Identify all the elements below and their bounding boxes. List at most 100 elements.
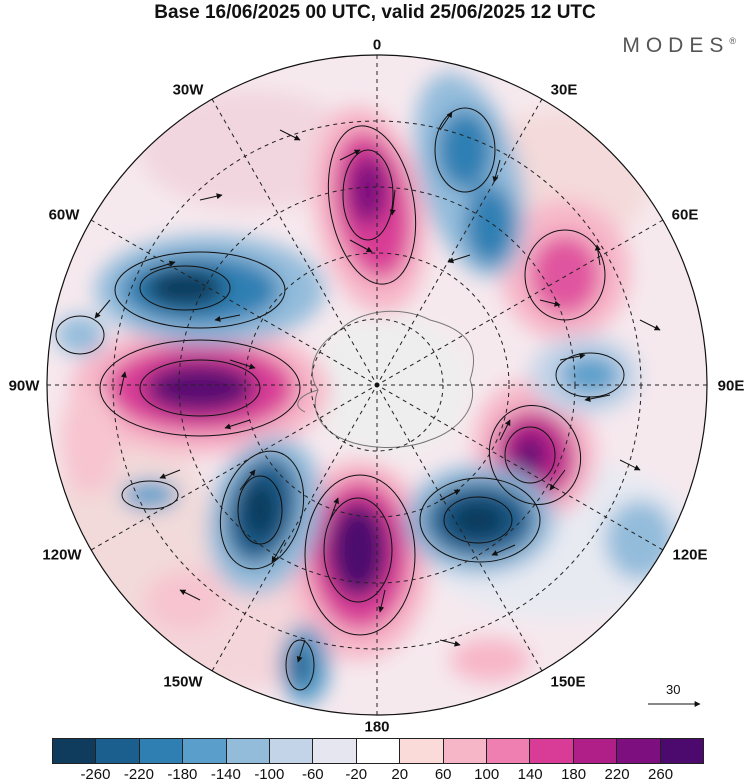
colorbar-segment (660, 739, 704, 763)
brand-logo: MODES® (622, 34, 736, 58)
colorbar-segment (573, 739, 618, 763)
colorbar-tick-label: 220 (604, 766, 630, 783)
south-pole-marker (374, 382, 380, 388)
lon-label-180: 180 (364, 718, 390, 736)
colorbar-tick-label: 20 (391, 766, 409, 783)
wind-arrow (179, 589, 201, 601)
negative-anomaly (465, 185, 515, 265)
positive-anomaly (530, 235, 600, 315)
wind-arrow (491, 544, 516, 556)
colorbar-segment (53, 739, 97, 763)
wind-reference-label: 30 (666, 682, 681, 697)
lon-label-60w: 60W (48, 206, 80, 224)
positive-anomaly (348, 155, 388, 225)
colorbar-segment (356, 739, 401, 763)
colorbar-segment (617, 739, 661, 763)
wind-arrow (447, 254, 471, 264)
wind-arrow (619, 459, 641, 471)
colorbar-tick-label: 180 (561, 766, 587, 783)
wind-vectors (94, 111, 661, 663)
contour (285, 639, 315, 691)
contour-lines (55, 107, 625, 691)
negative-anomaly (448, 500, 508, 540)
contour (524, 229, 606, 321)
contour (237, 475, 283, 545)
colorbar-segment (443, 739, 488, 763)
negative-anomaly (242, 480, 278, 540)
wind-arrow (499, 419, 511, 441)
wind-arrow (279, 129, 301, 141)
colorbar-segment (183, 739, 227, 763)
contour (55, 315, 105, 355)
lon-label-60e: 60E (671, 206, 699, 224)
wind-arrow (378, 589, 386, 613)
wind-arrow (549, 469, 566, 491)
positive-anomaly (328, 502, 388, 598)
polar-cap (310, 315, 470, 455)
lon-label-30e: 30E (550, 81, 578, 99)
colorbar-tick-label: 100 (474, 766, 500, 783)
wind-arrow (439, 489, 461, 501)
map-title: Base 16/06/2025 00 UTC, valid 25/06/2025… (154, 2, 596, 23)
coastline (297, 389, 319, 413)
colorbar-tick-label: -180 (167, 766, 198, 783)
contour (323, 497, 393, 603)
colorbar-tick-label: -260 (80, 766, 111, 783)
lon-label-0: 0 (372, 36, 382, 54)
latitude-circle (244, 252, 510, 518)
wind-arrow (229, 359, 256, 370)
colorbar-tick-label: -220 (123, 766, 154, 783)
wind-arrow (594, 244, 601, 266)
colorbar-segment (313, 739, 357, 763)
negative-anomaly (122, 480, 178, 510)
negative-anomaly (288, 643, 312, 687)
colorbar-segment (139, 739, 184, 763)
latitude-circle (310, 318, 444, 452)
colorbar-ticks: -260 -220 -180 -140 -100 -60 -20 20 60 100 140 180 2… (0, 766, 750, 783)
contour (504, 426, 556, 484)
contour (139, 359, 261, 417)
wind-arrow (389, 189, 396, 216)
negative-anomaly (145, 268, 225, 308)
colorbar-segment (400, 739, 444, 763)
positive-anomaly (60, 385, 120, 495)
positive-anomaly (450, 638, 530, 682)
colorbar (52, 738, 704, 764)
contour (219, 450, 305, 570)
wind-arrow (199, 193, 223, 201)
wind-arrow (639, 319, 661, 331)
contour (304, 474, 416, 636)
colorbar-tick-label: -60 (301, 766, 324, 783)
colorbar-segment (226, 739, 271, 763)
map-boundary (46, 54, 708, 716)
colorbar-tick-label: 140 (517, 766, 543, 783)
wind-arrow (94, 299, 111, 319)
wind-arrow (439, 111, 453, 131)
contour (327, 125, 417, 285)
positive-anomaly (512, 433, 548, 477)
colorbar-tick-label: 60 (434, 766, 452, 783)
lon-label-120w: 120W (42, 546, 82, 564)
lon-label-90w: 90W (8, 377, 40, 395)
colorbar-segment (270, 739, 314, 763)
contour (342, 149, 394, 241)
negative-anomaly (560, 355, 620, 395)
lon-label-120e: 120E (672, 546, 708, 564)
anomaly-shading (50, 72, 700, 705)
colorbar-segment (96, 739, 140, 763)
contour (443, 496, 513, 544)
positive-anomaly (145, 570, 225, 630)
contour (419, 477, 541, 563)
brand-name: MODES (622, 34, 730, 57)
wind-arrow (339, 149, 361, 161)
wind-arrow (149, 260, 176, 271)
wind-arrow (439, 639, 461, 647)
lon-label-30w: 30W (172, 81, 204, 99)
colorbar-tick-label: -20 (345, 766, 368, 783)
colorbar-segment (487, 739, 531, 763)
wind-arrow (214, 314, 241, 322)
wind-arrow (119, 371, 127, 396)
colorbar-segment (530, 739, 574, 763)
wind-arrow (492, 159, 501, 183)
